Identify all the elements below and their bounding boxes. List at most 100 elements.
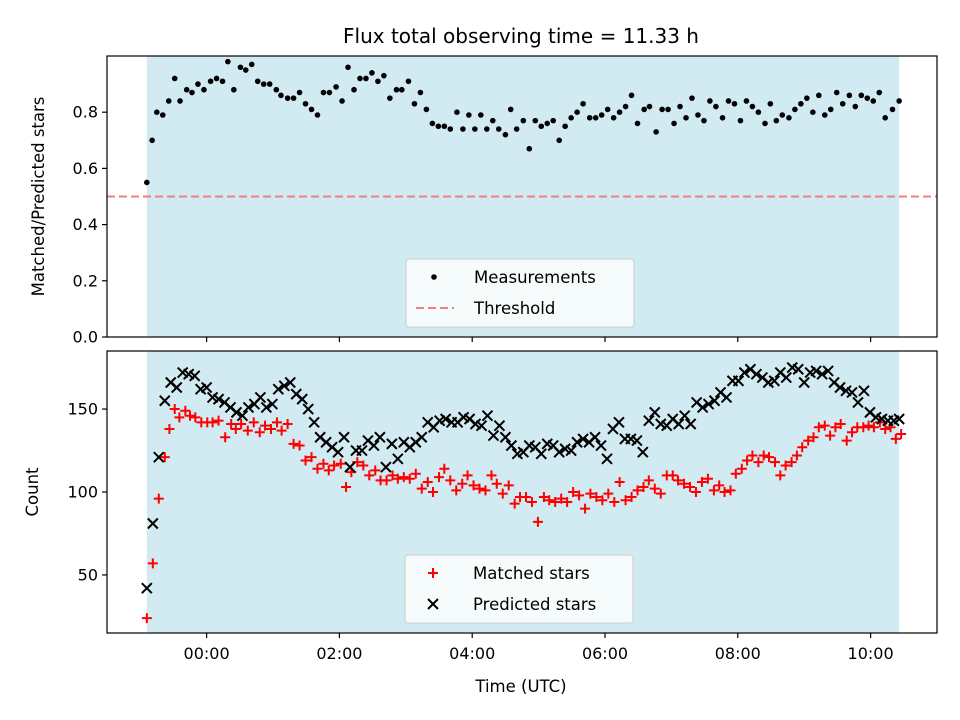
data-point — [816, 368, 828, 380]
data-point — [846, 386, 858, 399]
chart-title: Flux total observing time = 11.33 h — [343, 24, 699, 48]
data-point — [499, 431, 512, 443]
data-point — [165, 98, 172, 104]
data-point — [344, 461, 356, 473]
y-tick-label: 0.4 — [73, 215, 98, 234]
data-point — [637, 446, 649, 458]
data-point — [731, 100, 738, 107]
x-tick-label: 00:00 — [184, 644, 230, 663]
y-tick-label: 0.6 — [73, 159, 98, 178]
data-point — [332, 446, 344, 458]
data-point — [544, 495, 555, 506]
x-tick-label: 06:00 — [582, 644, 628, 663]
y-tick-label: 0.0 — [73, 328, 98, 347]
data-point — [779, 112, 786, 118]
data-point — [822, 365, 834, 377]
data-point — [649, 406, 661, 419]
data-point — [858, 385, 870, 397]
data-point — [585, 488, 596, 499]
data-point — [730, 468, 741, 479]
data-point — [472, 126, 478, 132]
data-point — [169, 404, 180, 415]
data-point — [532, 516, 543, 527]
data-point — [604, 106, 611, 113]
data-point — [237, 64, 244, 71]
data-point — [568, 487, 579, 497]
legend: Matched stars Predicted stars — [404, 554, 634, 624]
data-point — [595, 439, 607, 452]
axes-frame — [106, 55, 938, 338]
data-point — [200, 381, 213, 394]
data-point — [273, 86, 280, 93]
data-point — [441, 123, 448, 130]
data-point — [870, 98, 877, 104]
data-point — [614, 477, 625, 488]
y-tick-label: 150 — [67, 400, 98, 419]
data-point — [864, 95, 871, 101]
data-point — [201, 86, 207, 93]
legend: Measurements Threshold — [405, 258, 635, 328]
legend-marker — [431, 274, 437, 280]
data-point — [171, 75, 178, 82]
data-point — [159, 452, 170, 463]
data-point — [562, 496, 573, 507]
data-point — [242, 425, 253, 436]
data-point — [803, 435, 814, 446]
data-point — [300, 455, 311, 466]
data-point — [798, 100, 804, 107]
data-point — [568, 115, 574, 121]
data-point — [769, 457, 780, 468]
data-point — [553, 446, 565, 458]
data-point — [725, 485, 736, 496]
data-point — [278, 380, 290, 392]
data-point — [589, 431, 601, 443]
data-point — [296, 89, 303, 96]
data-point — [696, 401, 709, 414]
data-point — [890, 433, 901, 444]
data-point — [719, 115, 726, 121]
data-point — [399, 86, 405, 93]
data-point — [207, 78, 214, 85]
data-point — [632, 485, 643, 496]
data-point — [428, 487, 439, 497]
data-point — [732, 375, 745, 387]
data-point — [767, 100, 774, 107]
data-point — [502, 131, 509, 138]
data-point — [164, 423, 175, 434]
data-point — [747, 450, 758, 461]
data-point — [565, 444, 577, 457]
data-point — [190, 412, 201, 423]
x-tick-label: 10:00 — [848, 644, 894, 663]
data-point — [302, 403, 314, 415]
data-point — [775, 470, 786, 481]
data-point — [370, 465, 381, 476]
x-tick-label: 04:00 — [449, 644, 495, 663]
data-point — [601, 453, 613, 465]
data-point — [653, 129, 659, 135]
data-point — [284, 376, 296, 389]
data-point — [708, 485, 719, 496]
data-point — [577, 433, 589, 445]
data-point — [308, 416, 320, 429]
data-point — [312, 463, 323, 474]
data-point — [474, 483, 485, 494]
data-point — [416, 431, 428, 443]
data-point — [613, 416, 625, 429]
data-point — [762, 120, 768, 127]
data-point — [839, 100, 846, 107]
data-point — [183, 86, 190, 93]
data-point — [231, 86, 237, 93]
data-point — [260, 420, 271, 431]
data-point — [780, 460, 791, 471]
data-point — [341, 482, 352, 493]
data-point — [580, 100, 586, 107]
data-point — [597, 495, 608, 506]
data-point — [834, 381, 846, 394]
data-point — [827, 106, 834, 113]
legend-label: Matched stars — [473, 564, 590, 583]
data-point — [345, 64, 351, 71]
data-point — [318, 458, 329, 469]
count-panel: 50 100 150 00:00 02:00 04:00 06:00 08:00 10:00 Co… — [23, 350, 938, 663]
data-point — [659, 106, 665, 113]
data-point — [278, 92, 284, 99]
